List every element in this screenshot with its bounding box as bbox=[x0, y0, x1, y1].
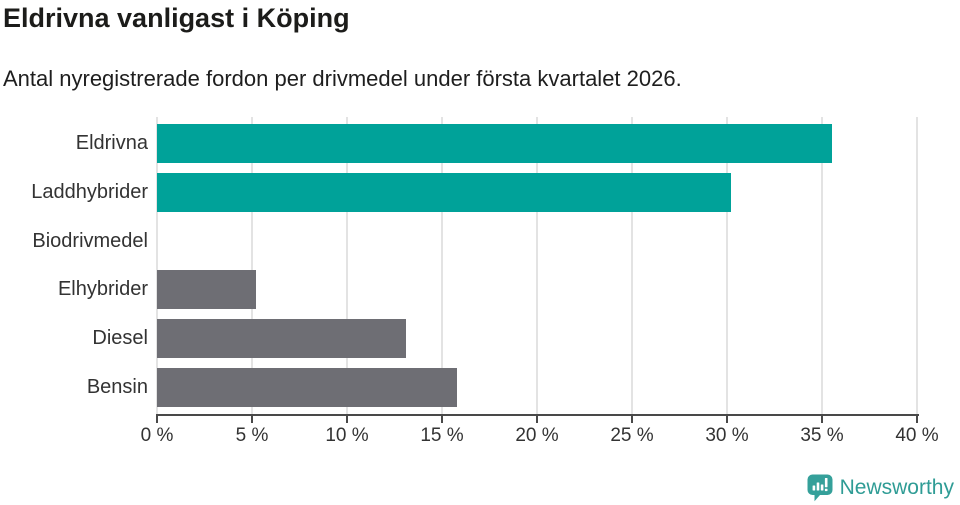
bar bbox=[157, 368, 458, 407]
x-axis-tick-label: 35 % bbox=[800, 425, 844, 446]
x-axis-tick bbox=[536, 416, 538, 423]
gridline bbox=[916, 117, 918, 414]
brand-name[interactable]: Newsworthy bbox=[839, 476, 954, 499]
x-axis-tick-label: 25 % bbox=[610, 425, 654, 446]
brand-footer[interactable]: Newsworthy bbox=[807, 474, 954, 502]
x-axis-tick bbox=[346, 416, 348, 423]
gridline bbox=[821, 117, 823, 414]
chart-title: Eldrivna vanligast i Köping bbox=[3, 3, 350, 33]
x-axis-tick-label: 20 % bbox=[515, 425, 559, 446]
gridline bbox=[631, 117, 633, 414]
x-axis-tick-label: 0 % bbox=[140, 425, 174, 446]
bar bbox=[157, 124, 832, 163]
bar bbox=[157, 172, 731, 212]
gridline bbox=[726, 117, 728, 414]
x-axis-tick bbox=[631, 416, 633, 423]
x-axis-tick-label: 30 % bbox=[705, 425, 749, 446]
category-label: Eldrivna bbox=[75, 132, 148, 154]
x-axis-tick bbox=[726, 416, 728, 423]
x-axis-tick-label: 40 % bbox=[895, 425, 939, 446]
chart-subtitle: Antal nyregistrerade fordon per drivmede… bbox=[3, 66, 682, 91]
gridline bbox=[536, 117, 538, 414]
newsworthy-logo-icon[interactable] bbox=[807, 474, 833, 502]
x-axis-line bbox=[156, 414, 919, 416]
x-axis-tick bbox=[251, 416, 253, 423]
gridline bbox=[156, 117, 158, 414]
x-axis-tick bbox=[441, 416, 443, 423]
category-label: Elhybrider bbox=[57, 278, 148, 301]
x-axis-tick bbox=[916, 416, 918, 423]
x-axis-tick-label: 10 % bbox=[325, 425, 369, 446]
x-axis-tick-label: 5 % bbox=[235, 425, 269, 446]
category-label: Bensin bbox=[86, 376, 148, 398]
gridline bbox=[346, 117, 348, 414]
bar bbox=[157, 270, 256, 310]
category-label: Diesel bbox=[92, 327, 148, 350]
category-label: Laddhybrider bbox=[31, 180, 148, 203]
gridline bbox=[251, 117, 253, 414]
gridline bbox=[441, 117, 443, 414]
x-axis-tick bbox=[821, 416, 823, 423]
x-axis-tick-label: 15 % bbox=[420, 425, 464, 446]
bar bbox=[157, 319, 406, 359]
category-label: Biodrivmedel bbox=[32, 229, 148, 252]
x-axis-tick bbox=[156, 416, 158, 423]
